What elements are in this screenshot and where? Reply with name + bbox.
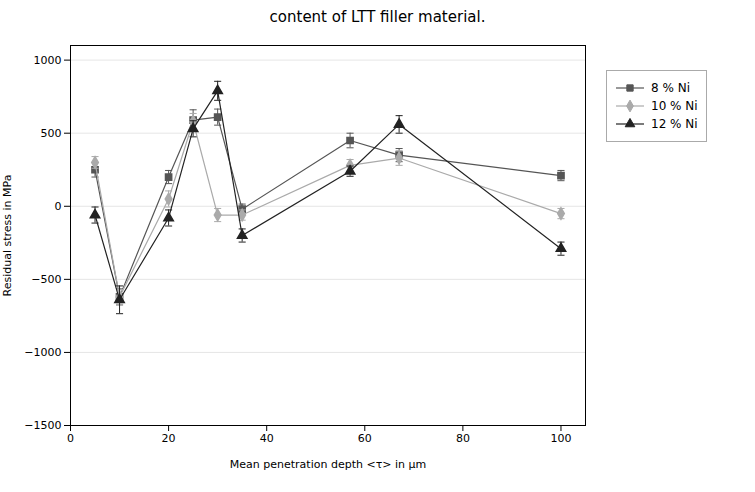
- svg-text:−1500: −1500: [24, 419, 61, 432]
- svg-text:0: 0: [55, 200, 62, 213]
- svg-text:60: 60: [358, 432, 372, 445]
- svg-text:80: 80: [456, 432, 470, 445]
- html-text:8 % Ni: 8 % Ni: [651, 81, 690, 95]
- svg-text:0: 0: [67, 432, 74, 445]
- svg-text:500: 500: [41, 127, 62, 140]
- svg-text:Mean penetration depth <τ> in: Mean penetration depth <τ> in μm: [230, 458, 426, 471]
- svg-text:100: 100: [550, 432, 571, 445]
- svg-text:Residual stress in MPa: Residual stress in MPa: [1, 175, 14, 297]
- html-text:12 % Ni: 12 % Ni: [651, 117, 698, 131]
- svg-text:−500: −500: [31, 273, 61, 286]
- html-text:10 % Ni: 10 % Ni: [651, 99, 698, 113]
- svg-text:−1000: −1000: [24, 346, 61, 359]
- svg-text:20: 20: [162, 432, 176, 445]
- svg-text:40: 40: [260, 432, 274, 445]
- html-text:content of LTT filler material: content of LTT filler material.: [269, 8, 486, 26]
- svg-text:1000: 1000: [34, 54, 62, 67]
